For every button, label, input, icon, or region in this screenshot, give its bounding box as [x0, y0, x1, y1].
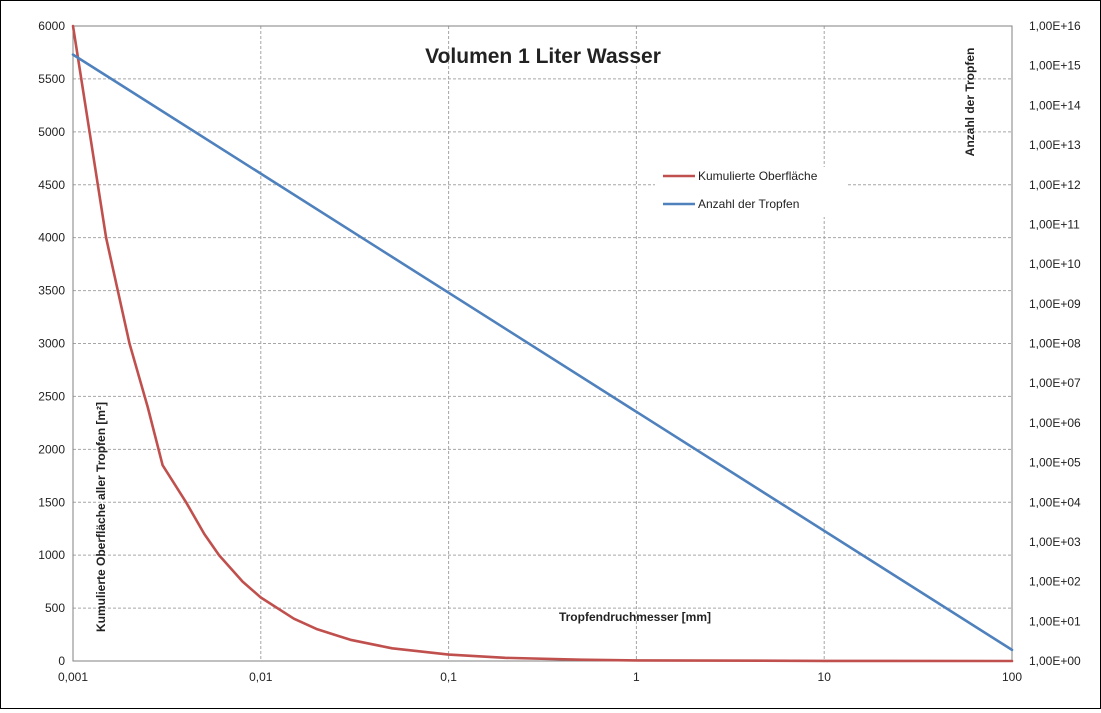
y-axis-title: Kumulierte Oberfläche aller Tropfen [m²]: [94, 402, 108, 632]
y-tick-label: 3500: [38, 284, 65, 298]
y2-tick-label: 1,00E+02: [1029, 575, 1081, 589]
series-line-anzahl-der-tropfen: [71, 53, 1014, 652]
y2-tick-label: 1,00E+07: [1029, 376, 1081, 390]
chart-title: Volumen 1 Liter Wasser: [425, 45, 661, 68]
y2-tick-label: 1,00E+05: [1029, 456, 1081, 470]
x-tick-label: 10: [818, 670, 832, 684]
x-tick-label: 0,1: [440, 670, 457, 684]
y2-tick-label: 1,00E+10: [1029, 257, 1081, 271]
y2-tick-label: 1,00E+11: [1029, 217, 1080, 231]
y2-tick-label: 1,00E+13: [1029, 138, 1081, 152]
series-layer: [71, 24, 1014, 663]
y2-tick-label: 1,00E+09: [1029, 297, 1081, 311]
y-tick-label: 5000: [38, 125, 65, 139]
y2-tick-label: 1,00E+00: [1029, 654, 1081, 668]
plot-area: [72, 25, 1013, 662]
y2-tick-label: 1,00E+04: [1029, 495, 1081, 509]
y2-tick-label: 1,00E+16: [1029, 19, 1081, 33]
y2-tick-label: 1,00E+14: [1029, 98, 1081, 112]
y-tick-label: 4000: [38, 231, 65, 245]
y-axis-right: 1,00E+00 1,00E+01 1,00E+02 1,00E+03 1,00E+04…: [1029, 19, 1081, 668]
y2-axis-title: Anzahl der Tropfen: [963, 48, 977, 157]
series-line-kumulierte-oberflaeche: [71, 24, 1014, 663]
legend: Kumulierte Oberfläche Anzahl der Tropfen: [655, 167, 847, 217]
y-tick-label: 5500: [38, 72, 65, 86]
y2-tick-label: 1,00E+03: [1029, 535, 1081, 549]
y2-tick-label: 1,00E+08: [1029, 337, 1081, 351]
y2-tick-label: 1,00E+12: [1029, 178, 1081, 192]
x-tick-label: 0,001: [58, 670, 88, 684]
y2-tick-label: 1,00E+15: [1029, 59, 1081, 73]
y-tick-label: 1500: [38, 495, 65, 509]
y-tick-label: 3000: [38, 337, 65, 351]
x-tick-label: 1: [633, 670, 640, 684]
y-tick-label: 500: [45, 601, 65, 615]
y-tick-label: 0: [58, 654, 65, 668]
grid: [73, 26, 1012, 661]
legend-label-anzahl-der-tropfen: Anzahl der Tropfen: [698, 197, 799, 211]
legend-label-kumulierte-oberflaeche: Kumulierte Oberfläche: [698, 169, 818, 183]
y2-tick-label: 1,00E+06: [1029, 416, 1081, 430]
x-tick-label: 0,01: [249, 670, 273, 684]
y-tick-label: 2000: [38, 442, 65, 456]
y-tick-label: 1000: [38, 548, 65, 562]
y-axis-left: 0 500 1000 1500 2000 2500 3000 3500 4000 4500 5000…: [38, 19, 65, 668]
y-tick-label: 2500: [38, 389, 65, 403]
x-axis: 0,001 0,01 0,1 1 10 100: [58, 670, 1022, 684]
x-axis-title: Tropfendruchmesser [mm]: [559, 610, 711, 624]
y-tick-label: 4500: [38, 178, 65, 192]
y-tick-label: 6000: [38, 19, 65, 33]
y2-tick-label: 1,00E+01: [1029, 614, 1081, 628]
x-tick-label: 100: [1002, 670, 1022, 684]
